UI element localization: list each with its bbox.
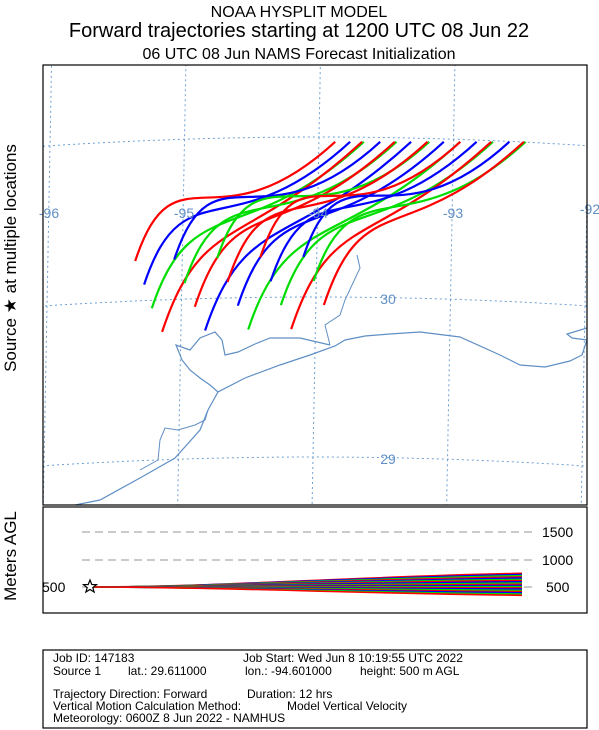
trajectory-line [302,140,511,258]
trajectory-line [322,140,525,306]
source-number: Source 1 [53,664,101,678]
source-side-label: Source ★ at multiple locations [1,144,20,372]
trajectory-line [134,140,336,262]
title-line-3: 06 UTC 08 Jun NAMS Forecast Initializati… [142,46,455,63]
trajectories [134,140,527,333]
duration: Duration: 12 hrs [247,687,332,701]
trajectory-line [161,140,363,333]
map-panel: -96 -95 -94 -93 -92 30 29 [39,64,599,506]
source-height-label: 500 [42,579,66,595]
lon-label: -94 [308,205,328,221]
bay-shoreline [174,331,331,393]
trajectory-line [216,140,430,259]
vertical-motion-value: Model Vertical Velocity [287,699,407,713]
trajectory-line [247,140,461,330]
lon-labels: -96 -95 -94 -93 -92 [39,201,599,221]
trajectory-line [204,140,412,331]
height-panel: 1500 1000 500 500 [42,506,588,614]
trajectory-line [236,140,445,307]
lat-lon-grid [43,65,587,505]
source-lon: lon.: -94.601000 [245,664,332,678]
height-frame [42,506,588,614]
source-star-icon [81,578,99,594]
lon-label: -96 [39,205,59,221]
trajectory-line [226,140,429,283]
lon-label: -95 [174,205,194,221]
title-line-1: NOAA HYSPLIT MODEL [211,4,388,21]
height-tick-label: 1500 [542,524,573,540]
trajectory-direction: Trajectory Direction: Forward [53,687,207,701]
trajectory-line [183,140,398,284]
meteorology: Meteorology: 0600Z 8 Jun 2022 - NAMHUS [53,711,285,725]
trajectory-line [269,140,478,282]
lon-label: -92 [580,201,599,217]
trajectory-line [143,140,351,285]
meridian-line [446,65,456,505]
coastline-path [71,327,587,505]
height-trajectory-line [89,586,523,597]
lat-label: 30 [380,291,396,307]
height-tick-label: 1000 [542,552,573,568]
trajectory-line [290,140,492,330]
lon-label: -93 [443,205,463,221]
height-trajectories [89,572,523,597]
source-height: height: 500 m AGL [360,664,460,678]
source-lat: lat.: 29.611000 [128,664,207,678]
job-id: Job ID: 147183 [53,651,135,665]
inlet-shoreline [139,409,209,471]
title-line-2: Forward trajectories starting at 1200 UT… [69,20,529,42]
info-panel: Job ID: 147183 Job Start: Wed Jun 8 10:1… [42,649,588,729]
parallel-line [43,456,587,467]
height-tick-label: 500 [546,579,570,595]
job-start: Job Start: Wed Jun 8 10:19:55 UTC 2022 [243,651,463,665]
info-frame [42,649,588,729]
trajectory-line [259,140,462,258]
parallel-line [43,136,587,147]
map-frame [42,64,588,506]
trajectory-line [173,140,381,260]
lat-label: 29 [380,451,396,467]
meters-agl-label: Meters AGL [1,511,20,601]
meridian-line [311,65,321,505]
coastline [71,254,587,505]
meridian-line [177,65,187,505]
parallel-line [43,296,587,307]
lat-labels: 30 29 [380,291,396,467]
river-path [324,254,361,346]
vertical-motion-label: Vertical Motion Calculation Method: [53,699,241,713]
meridian-line [580,172,587,505]
